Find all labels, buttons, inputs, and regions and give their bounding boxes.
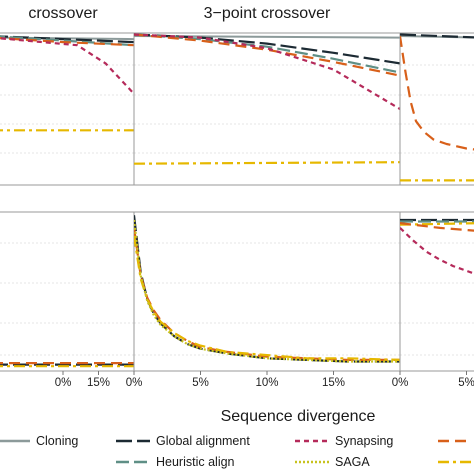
series-line-yellow [134,235,400,361]
legend: Cloning Global alignment Synapsing Heuristi… [0,434,472,469]
series-line-synapsing [134,33,400,110]
x-tick-labels: 0% 15% 0% 5% 10% 15% 0% 5% [55,371,474,389]
x-tick-label: 0% [55,377,72,389]
series-line-saga [134,219,400,363]
panel-bottom-1 [133,211,401,372]
panels-layer [0,32,474,372]
legend-item-cloning: Cloning [0,434,78,448]
legend-label-synapsing: Synapsing [335,434,393,448]
x-axis-label: Sequence divergence [221,408,376,425]
legend-label-global: Global alignment [156,434,250,448]
panel-title-0: crossover [28,5,98,22]
series-line-orange [0,37,134,47]
series-line-orange [400,35,474,151]
x-tick-label: 10% [255,377,278,389]
series-line-yellow [400,222,474,226]
series-line-global [400,33,474,39]
x-tick-label: 5% [192,377,209,389]
legend-item-global: Global alignment [116,434,250,448]
legend-item-heuristic: Heuristic align [116,455,235,469]
series-line-orange [134,33,400,77]
x-tick-label: 0% [392,377,409,389]
series-line-global [134,215,400,363]
panel-top-0 [0,32,135,186]
panel-title-1: 3−point crossover [204,5,331,22]
panel-top-1 [133,32,401,186]
panel-top-2 [399,32,474,186]
x-tick-label: 0% [126,377,143,389]
series-line-orange [134,227,400,361]
legend-label-saga: SAGA [335,455,370,469]
series-line-synapsing [0,37,134,95]
legend-item-saga: SAGA [295,455,370,469]
series-line-heuristic [0,35,134,47]
x-tick-label: 5% [458,377,474,389]
series-line-cloning [400,35,474,39]
panel-bottom-0 [0,211,135,372]
x-tick-label: 15% [322,377,345,389]
panel-bottom-2 [399,211,474,372]
legend-label-cloning: Cloning [36,434,78,448]
series-line-yellow [134,161,400,165]
series-line-orange [400,222,474,232]
x-tick-label: 15% [87,377,110,389]
legend-item-synapsing: Synapsing [295,434,393,448]
series-line-synapsing [400,227,474,275]
legend-label-heuristic: Heuristic align [156,455,235,469]
